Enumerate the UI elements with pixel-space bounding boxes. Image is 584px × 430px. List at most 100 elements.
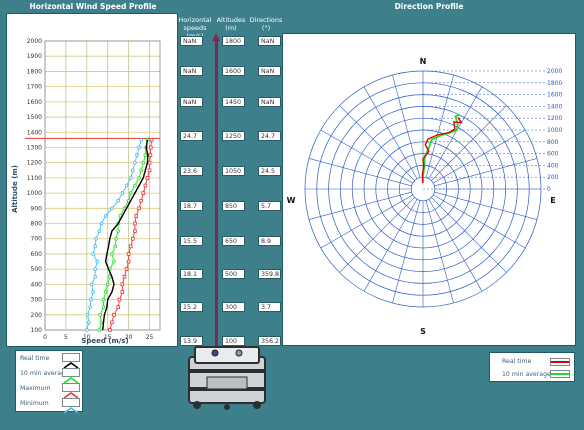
direction-value-box: 3.7 [258, 302, 281, 312]
speed-value-box: 24.7 [180, 131, 203, 141]
speed-value-box: 15.2 [180, 302, 203, 312]
direction-value-box: 24.7 [258, 131, 281, 141]
speed-point-max [134, 214, 138, 218]
altitude-value-box: 1250 [222, 131, 245, 141]
altitude-value-box: 1600 [222, 66, 245, 76]
speed-point-avg [99, 320, 104, 325]
speed-ytick-label: 1600 [27, 99, 42, 106]
altitude-value-box: 300 [222, 302, 245, 312]
speed-profile-xlabel: Speed (m/s) [81, 337, 128, 345]
speed-value-box: 23.6 [180, 166, 203, 176]
dir-legend-label-real-time: Real time [502, 358, 532, 365]
speed-ytick-label: 600 [31, 251, 43, 258]
dir-legend-swatch-real-time [550, 358, 570, 366]
speed-ytick-label: 1400 [27, 129, 42, 136]
speed-ytick-label: 1500 [27, 114, 42, 121]
direction-value-box: 8.9 [258, 236, 281, 246]
speed-point-max [133, 221, 137, 226]
speed-legend: Real time 10 min average Maximum Minimum [15, 350, 83, 414]
speed-ytick-label: 1700 [27, 84, 42, 91]
altitude-value-box: 650 [222, 236, 245, 246]
speed-point-avg [105, 282, 110, 287]
speed-point-max [131, 236, 135, 241]
speed-point-avg [114, 236, 118, 241]
ring-label: 1200 [547, 115, 562, 122]
speed-point-avg [101, 305, 106, 309]
header-directions: Directions (°) [249, 16, 283, 32]
legend-label-real-time: Real time [20, 355, 50, 362]
direction-legend: Real time 10 min average [489, 352, 575, 382]
polar-radial-line [308, 191, 412, 220]
speed-series-avg [98, 139, 148, 331]
polar-radial-line [431, 197, 507, 273]
speed-point-min [135, 153, 139, 157]
speed-point-min [116, 198, 120, 203]
speed-point-min [99, 221, 104, 226]
direction-polar-chart: N S W E 0 200 400 600 800 1000 1200 1400 1600 180… [287, 57, 563, 336]
ring-label: 1400 [547, 103, 562, 110]
polar-radial-line [425, 200, 454, 304]
ring-label: 1000 [547, 127, 562, 134]
altitude-value-box: 100 [222, 336, 245, 346]
speed-ytick-label: 100 [31, 327, 43, 334]
ring-label: 400 [547, 162, 559, 169]
speed-point-max [108, 328, 112, 332]
speed-point-avg [103, 290, 108, 294]
dir-legend-label-10min: 10 min average [502, 371, 551, 378]
speed-value-box: 15.5 [180, 236, 203, 246]
speed-point-max [126, 252, 131, 256]
speed-point-avg [98, 312, 102, 317]
speed-point-min [93, 244, 97, 249]
speed-point-max [147, 160, 152, 165]
ring-label: 0 [547, 186, 551, 193]
speed-point-avg [128, 191, 133, 195]
header-altitudes: Altitudes (m) [216, 16, 246, 32]
speed-profile-title: Horizontal Wind Speed Profile [29, 2, 157, 11]
polar-radial-line [339, 197, 415, 273]
altitude-value-box: 850 [222, 201, 245, 211]
speed-point-max [128, 244, 133, 249]
polar-radial-line [434, 158, 538, 187]
speed-point-max [143, 183, 148, 188]
speed-point-avg [137, 176, 141, 180]
dir-legend-swatch-10min [550, 370, 570, 378]
polar-radial-line [363, 86, 418, 179]
direction-value-box: NaN [258, 97, 281, 107]
speed-point-max [145, 176, 150, 180]
speed-point-max [141, 191, 146, 195]
speed-point-min [91, 290, 95, 294]
speed-point-min [91, 252, 95, 256]
ring-label: 1800 [547, 80, 562, 87]
lidar-device-icon [185, 343, 269, 411]
speed-point-max [148, 145, 153, 150]
speed-point-min [89, 297, 93, 302]
speed-point-max [117, 297, 122, 302]
speed-point-max [133, 229, 137, 233]
speed-ytick-label: 1800 [27, 68, 42, 75]
polar-radial-line [433, 129, 526, 184]
speed-xtick-label: 20 [125, 334, 133, 341]
compass-south: S [420, 327, 426, 336]
speed-point-max [148, 153, 153, 157]
speed-point-max [126, 259, 131, 264]
speed-point-max [122, 274, 127, 279]
polar-radial-line [392, 74, 421, 178]
direction-value-box: NaN [258, 66, 281, 76]
speed-value-box: 13.9 [180, 336, 203, 346]
speed-point-min [94, 236, 98, 241]
speed-point-min [133, 160, 137, 165]
speed-point-avg [116, 229, 120, 233]
speed-point-min [139, 138, 143, 142]
speed-ytick-label: 1900 [27, 53, 42, 60]
legend-swatch-10min [62, 368, 80, 384]
speed-point-min [93, 267, 97, 271]
speed-point-min [85, 312, 90, 317]
polar-radial-line [434, 191, 538, 220]
speed-point-avg [141, 160, 146, 165]
speed-point-min [110, 206, 114, 211]
altitude-value-box: 1450 [222, 97, 245, 107]
direction-value-box: NaN [258, 36, 281, 46]
polar-radial-line [308, 158, 412, 187]
legend-label-10min: 10 min average [20, 370, 69, 377]
polar-radial-line [428, 86, 483, 179]
